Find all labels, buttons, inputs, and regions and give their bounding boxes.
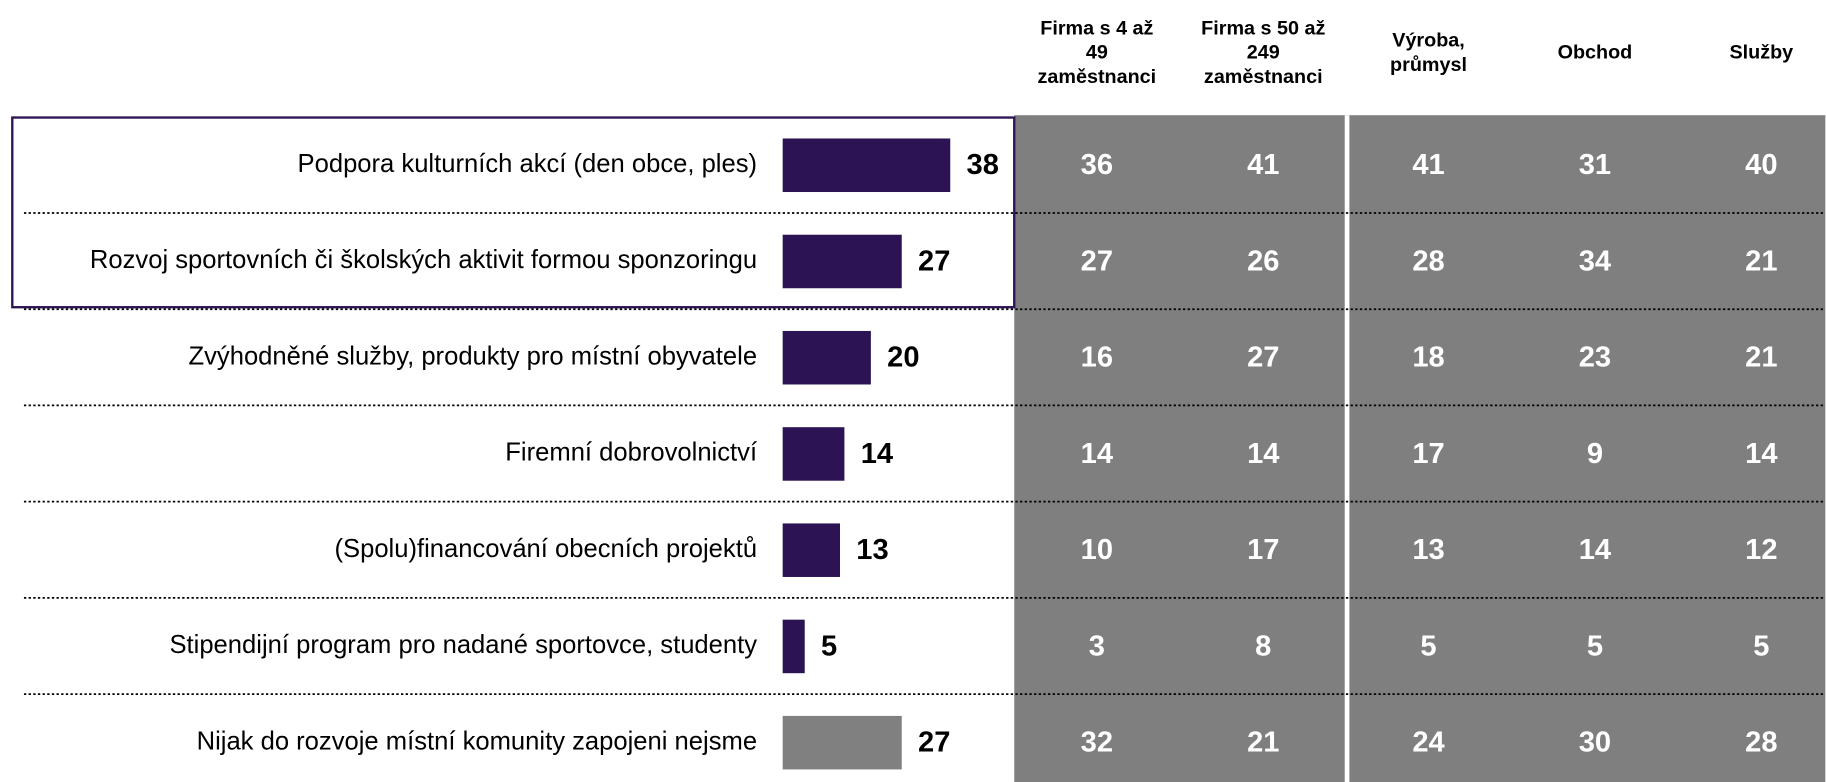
column-header: 49 xyxy=(1086,42,1108,64)
column-header: Výroba, xyxy=(1392,30,1465,52)
table-cell: 14 xyxy=(1081,438,1114,470)
table-cell: 21 xyxy=(1745,342,1777,374)
category-label: Podpora kulturních akcí (den obce, ples) xyxy=(298,150,758,178)
table-cell: 28 xyxy=(1745,727,1777,759)
table-cell: 41 xyxy=(1412,149,1444,181)
table-cell: 3 xyxy=(1089,630,1105,662)
table-cell: 14 xyxy=(1579,534,1612,566)
value-label: 5 xyxy=(821,630,837,662)
table-cell: 14 xyxy=(1745,438,1778,470)
column-header: Firma s 50 až xyxy=(1201,17,1325,39)
table-cell: 5 xyxy=(1420,630,1436,662)
column-header: Obchod xyxy=(1558,42,1633,64)
bar xyxy=(782,427,845,481)
table-cell: 24 xyxy=(1412,727,1445,759)
table-cell: 40 xyxy=(1745,149,1777,181)
table-cell: 32 xyxy=(1081,727,1113,759)
table-cell: 30 xyxy=(1579,727,1611,759)
bar xyxy=(782,715,902,770)
table-cell: 9 xyxy=(1587,438,1603,470)
column-header: zaměstnanci xyxy=(1038,66,1157,88)
table-cell: 41 xyxy=(1247,149,1279,181)
table-cell: 13 xyxy=(1412,534,1444,566)
table-cell: 26 xyxy=(1247,245,1279,277)
bar xyxy=(782,138,951,193)
category-label: Stipendijní program pro nadané sportovce… xyxy=(169,631,757,659)
table-cell: 31 xyxy=(1579,149,1611,181)
table-cell: 18 xyxy=(1412,342,1444,374)
table-cell: 14 xyxy=(1247,438,1280,470)
value-label: 13 xyxy=(856,534,888,566)
column-header: Služby xyxy=(1729,42,1793,64)
table-cell: 16 xyxy=(1081,342,1113,374)
bar xyxy=(782,234,902,289)
bar xyxy=(782,330,871,385)
table-cell: 12 xyxy=(1745,534,1777,566)
highlight-box xyxy=(11,116,1016,309)
category-label: Rozvoj sportovních či školských aktivit … xyxy=(90,246,757,274)
separators xyxy=(23,212,1826,696)
table-cell: 17 xyxy=(1247,534,1279,566)
table-cell: 17 xyxy=(1412,438,1444,470)
table-cell: 10 xyxy=(1081,534,1113,566)
value-label: 20 xyxy=(887,342,919,374)
bar xyxy=(782,619,805,674)
value-label: 14 xyxy=(861,438,894,470)
table-cell: 21 xyxy=(1745,245,1777,277)
bar xyxy=(782,523,841,577)
table-cell: 5 xyxy=(1753,630,1769,662)
table-cell: 21 xyxy=(1247,727,1279,759)
column-header: průmysl xyxy=(1390,54,1467,76)
table-cell: 27 xyxy=(1247,342,1279,374)
value-label: 38 xyxy=(967,149,999,181)
category-label: Zvýhodněné služby, produkty pro místní o… xyxy=(188,342,757,370)
table-cell: 28 xyxy=(1412,245,1444,277)
column-header: zaměstnanci xyxy=(1204,66,1323,88)
category-label: (Spolu)financování obecních projektů xyxy=(335,535,758,563)
column-divider xyxy=(1344,115,1350,782)
table-cell: 23 xyxy=(1579,342,1611,374)
table-cell: 34 xyxy=(1579,245,1612,277)
table-cell: 8 xyxy=(1255,630,1271,662)
table-cell: 27 xyxy=(1081,245,1113,277)
table-cell: 36 xyxy=(1081,149,1113,181)
column-header: 249 xyxy=(1247,42,1280,64)
value-label: 27 xyxy=(918,727,950,759)
value-label: 27 xyxy=(918,245,950,277)
table-background xyxy=(1014,115,1826,782)
column-header: Firma s 4 až xyxy=(1040,17,1153,39)
table-cell: 5 xyxy=(1587,630,1603,662)
category-label: Firemní dobrovolnictví xyxy=(505,439,757,467)
category-label: Nijak do rozvoje místní komunity zapojen… xyxy=(197,727,757,755)
